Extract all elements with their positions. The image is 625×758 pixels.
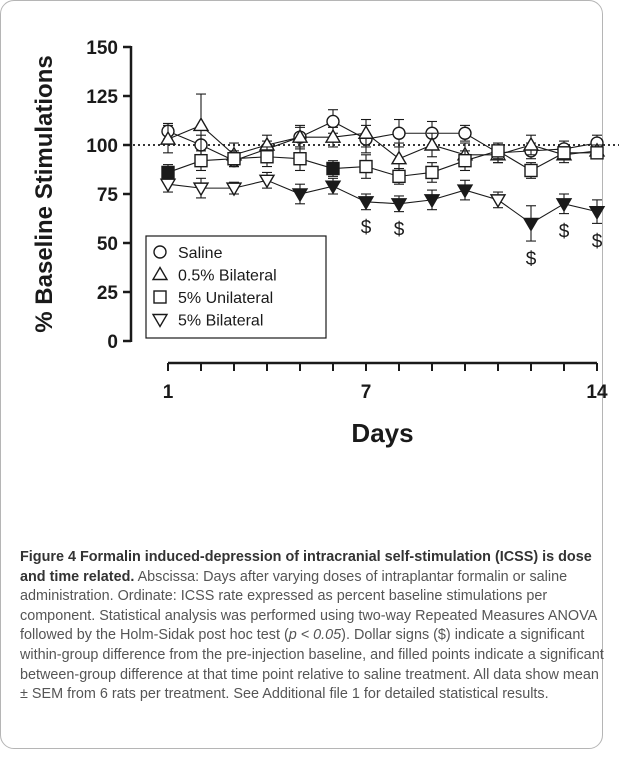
legend-label-4: 5% Bilateral: [178, 313, 263, 330]
caption-p-value: p < 0.05: [288, 627, 342, 644]
series-1-point: [326, 114, 340, 129]
series-2-point: [423, 136, 441, 151]
series-4-point: [192, 182, 210, 197]
y-tick-label-0: 0: [107, 332, 118, 353]
y-tick-label-75: 75: [97, 185, 119, 206]
legend-marker-4: [151, 313, 169, 328]
caption-title: Figure 4 Formalin induced-depression of …: [20, 549, 592, 585]
series-4-point: [423, 194, 441, 209]
series-3-point: [425, 165, 439, 180]
series-3-point: [557, 146, 571, 160]
y-tick-label-150: 150: [86, 38, 118, 59]
series-4-point: [588, 205, 606, 221]
series-3-point: [293, 152, 307, 166]
series-1-point: [458, 126, 472, 140]
series-3: [161, 142, 604, 185]
series-4-point: [225, 182, 243, 197]
y-tick-label-100: 100: [86, 136, 118, 157]
series-4-point: [159, 178, 177, 193]
x-tick-label-7: 7: [361, 382, 372, 403]
series-4-point: [522, 217, 540, 232]
legend-label-3: 5% Unilateral: [178, 290, 273, 307]
series-3-point: [194, 153, 208, 168]
series-3-point: [227, 152, 241, 166]
legend-label-2: 0.5% Bilateral: [178, 268, 277, 285]
series-3-point: [590, 146, 604, 160]
legend-marker-3: [153, 290, 167, 304]
series-1-point: [392, 126, 406, 140]
series-2-point: [192, 117, 210, 132]
legend-box: [145, 235, 327, 339]
series-3-point: [524, 163, 538, 178]
series-2-point: [291, 128, 309, 143]
y-tick-label-50: 50: [97, 234, 118, 255]
series-2-point: [324, 128, 342, 143]
significance-marker-day-14: $: [592, 231, 603, 252]
series-3-point: [326, 161, 340, 176]
series-3-point: [491, 144, 505, 158]
x-axis-label: Days: [351, 418, 413, 448]
caption-text-2: ). Dollar signs ($) indicate a significa…: [20, 627, 604, 703]
x-tick-label-14: 14: [586, 382, 608, 403]
series-4-point: [489, 194, 507, 209]
series-3-point: [392, 169, 406, 184]
series-4-point: [357, 196, 375, 211]
legend: Saline 0.5% Bilateral 5% Unilateral 5% Bila…: [145, 235, 327, 339]
significance-marker-day-8: $: [394, 220, 405, 241]
series-4-point: [390, 198, 408, 213]
legend-label-1: Saline: [178, 245, 223, 262]
caption-text-1: Abscissa: Days after varying doses of in…: [20, 568, 597, 644]
y-axis-label: % Baseline Stimulations: [31, 55, 58, 332]
series-4-point: [258, 174, 276, 189]
series-4: [159, 171, 606, 242]
y-tick-label-25: 25: [97, 283, 119, 304]
figure-caption: Figure 4 Formalin induced-depression of …: [20, 548, 610, 705]
series-2-point: [159, 130, 177, 145]
legend-marker-1: [153, 245, 167, 259]
series-3-point: [260, 150, 274, 164]
series-4-point: [555, 198, 573, 213]
chart: 0 25 50 75 100 125 150 1 7 14 Days % Baseline Stimu…: [31, 38, 619, 448]
series-2-point: [522, 136, 540, 151]
series-4-point: [324, 180, 342, 195]
y-tick-label-125: 125: [86, 87, 118, 108]
series-4-point: [291, 188, 309, 203]
series-4-point: [456, 184, 474, 199]
significance-marker-day-13: $: [559, 222, 570, 243]
x-tick-label-1: 1: [163, 382, 174, 403]
series-3-point: [458, 153, 472, 168]
significance-marker-day-7: $: [361, 218, 372, 239]
series-3-point: [359, 159, 373, 174]
legend-marker-2: [151, 266, 169, 281]
series-2-point: [357, 124, 375, 139]
series-2-point: [390, 150, 408, 165]
significance-marker-day-12: $: [526, 249, 537, 270]
figure-frame: [0, 0, 603, 749]
